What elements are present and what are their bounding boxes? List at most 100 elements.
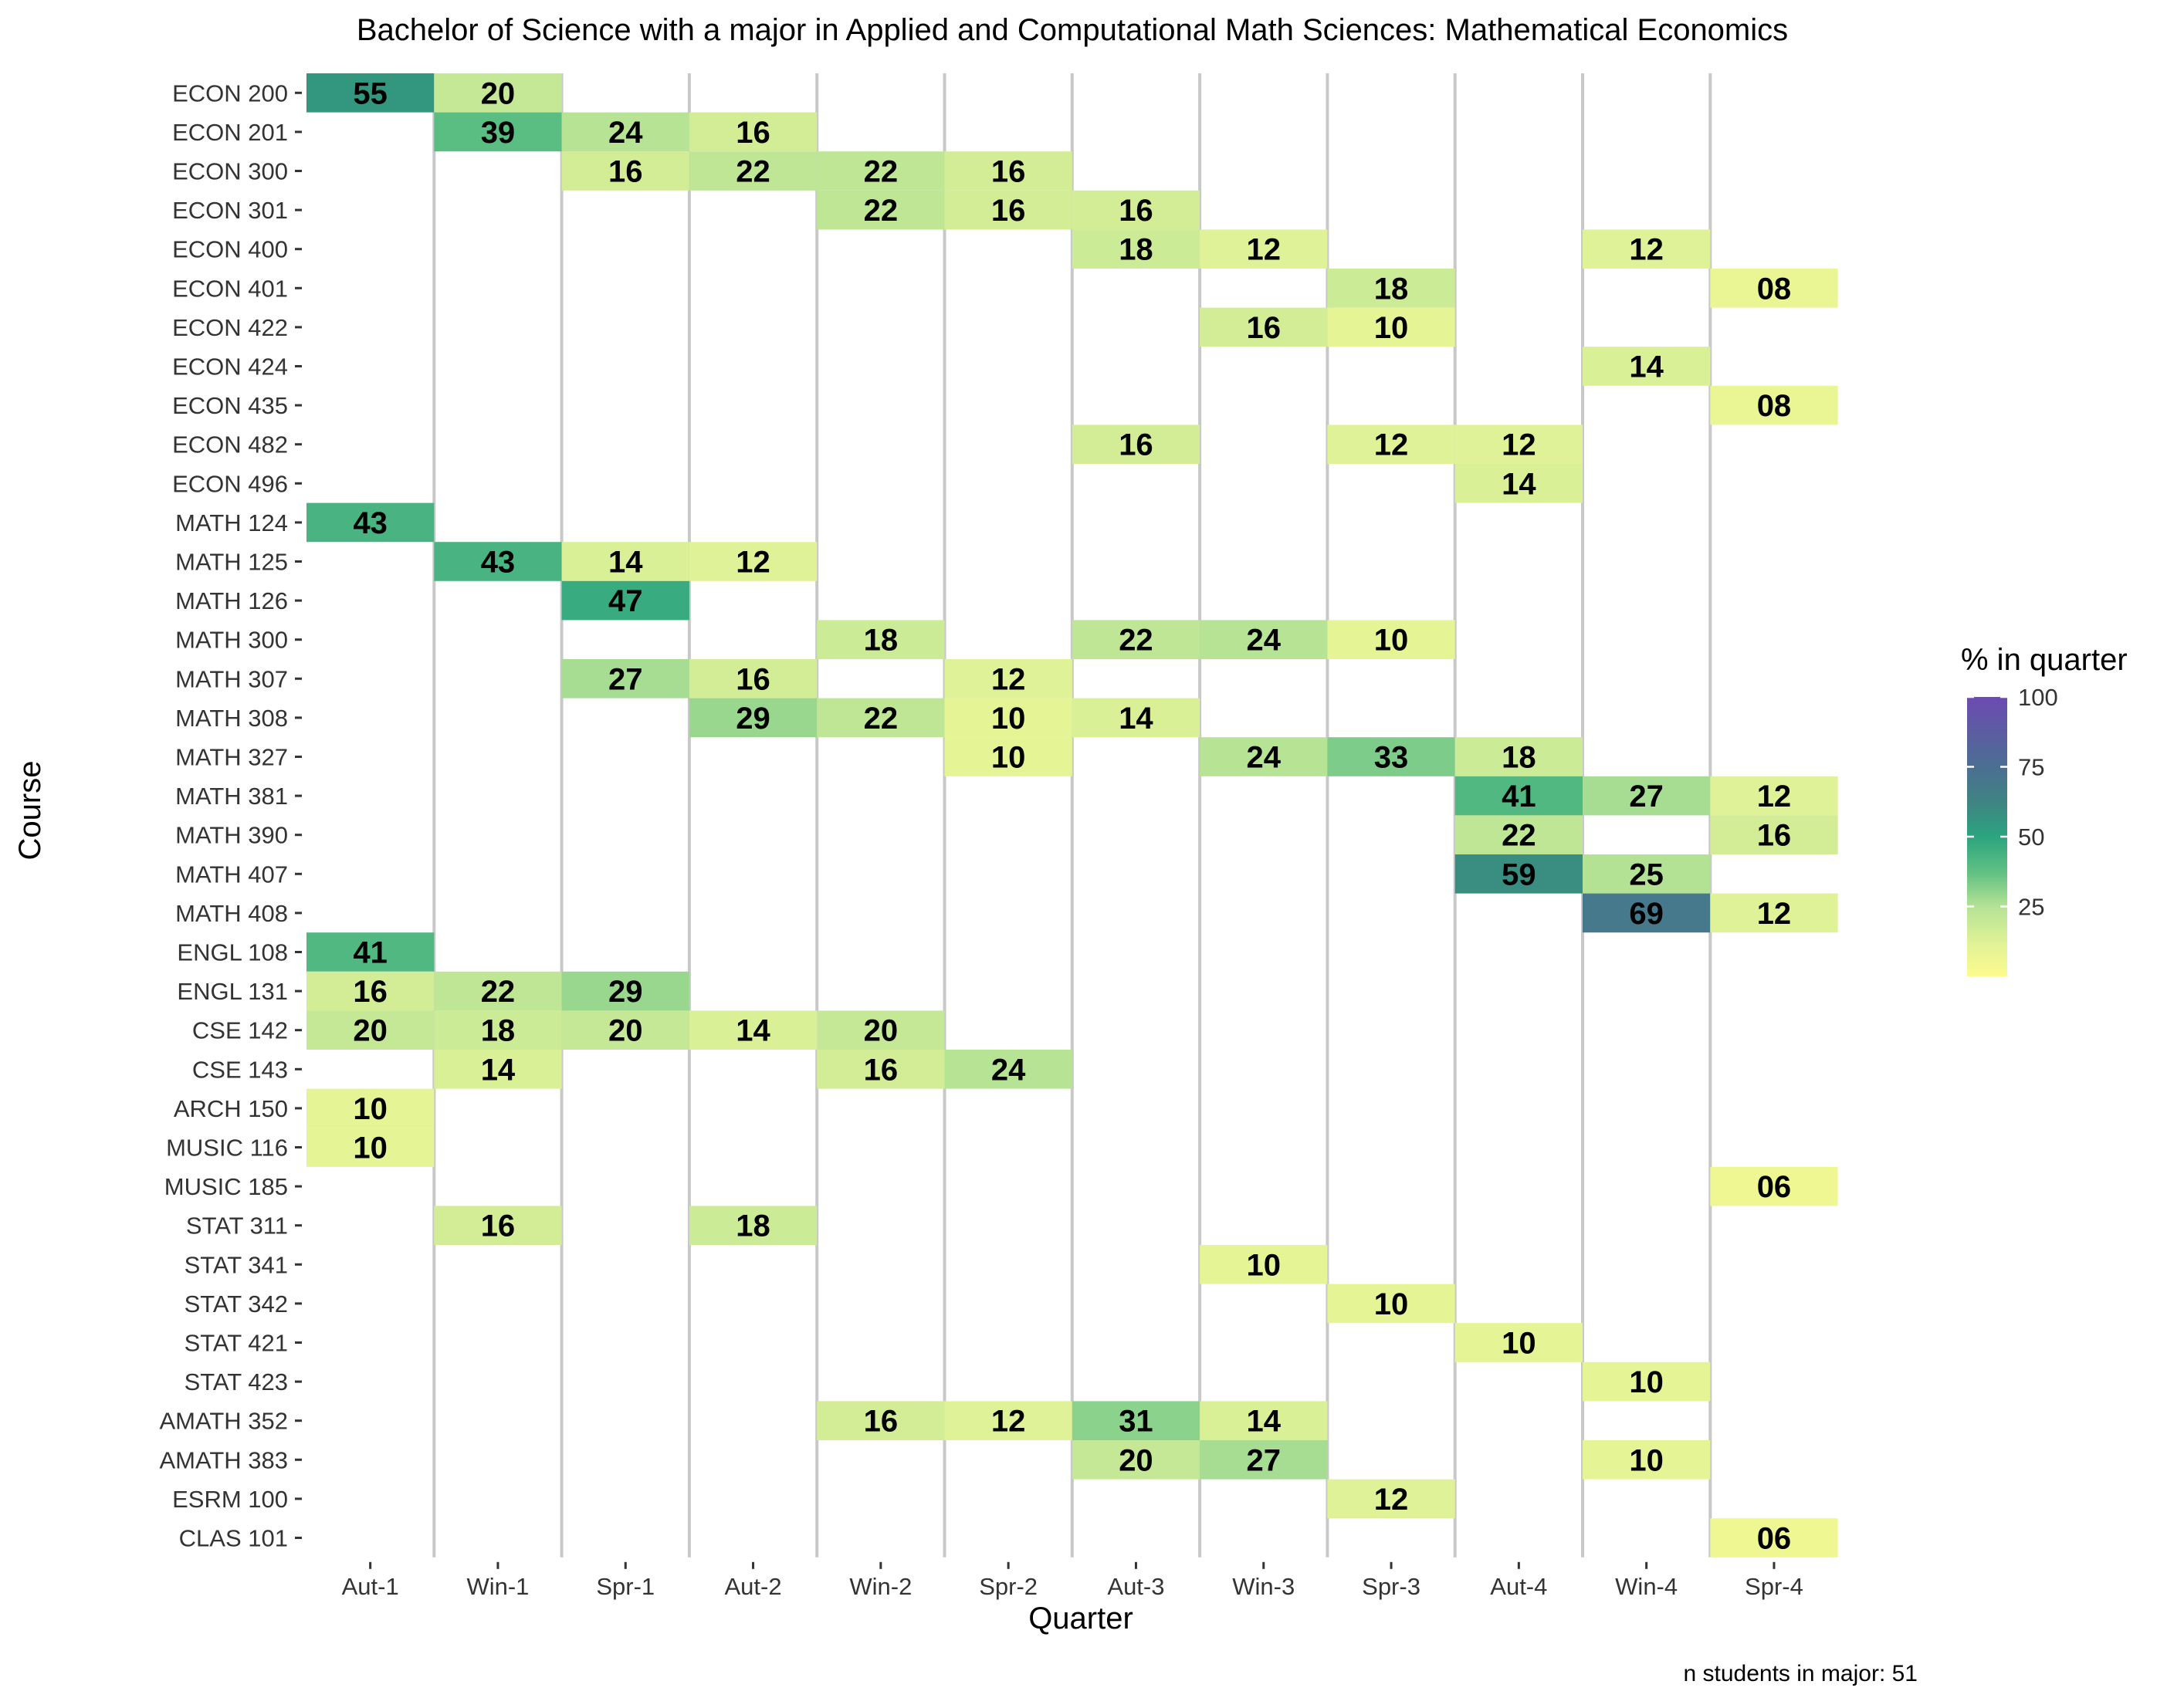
heatmap-cell — [817, 620, 945, 659]
x-tick-label: Aut-1 — [342, 1573, 399, 1600]
x-tick-label: Spr-3 — [1362, 1573, 1420, 1600]
cell-value-label: 10 — [1374, 1287, 1409, 1321]
heatmap-cell — [1327, 737, 1455, 776]
heatmap-cell — [1327, 269, 1455, 308]
x-tick-label: Win-1 — [466, 1573, 529, 1600]
heatmap-cell — [561, 1010, 689, 1050]
heatmap-cell — [1710, 1166, 1838, 1206]
heatmap-cell — [561, 659, 689, 698]
y-tick-label: MATH 308 — [175, 705, 288, 732]
cell-value-label: 10 — [1629, 1443, 1664, 1477]
cell-value-label: 18 — [1374, 272, 1409, 306]
cell-value-label: 10 — [1374, 311, 1409, 345]
heatmap-cell — [306, 1010, 435, 1050]
y-tick-label: ECON 200 — [172, 79, 288, 107]
cell-value-label: 24 — [1247, 741, 1282, 775]
y-tick-label: ECON 300 — [172, 158, 288, 185]
heatmap-cells — [306, 73, 1838, 1558]
heatmap-cell — [689, 112, 818, 152]
x-tick-label: Aut-4 — [1490, 1573, 1547, 1600]
heatmap-cell — [1710, 815, 1838, 854]
heatmap-cell — [434, 1206, 562, 1245]
color-legend: % in quarter 25 50 75 100 — [1961, 643, 2128, 976]
heatmap-cell — [1327, 620, 1455, 659]
heatmap-cell — [306, 932, 435, 972]
cell-value-label: 22 — [864, 194, 899, 228]
y-tick-label: MATH 408 — [175, 900, 288, 927]
y-tick-label: MUSIC 185 — [164, 1173, 288, 1200]
x-tick-label: Spr-2 — [979, 1573, 1038, 1600]
heatmap-cell — [1710, 893, 1838, 933]
heatmap-cell — [561, 542, 689, 581]
heatmap-cell — [306, 971, 435, 1011]
heatmap-cell — [1072, 1401, 1200, 1440]
cell-value-label: 18 — [1119, 233, 1153, 267]
heatmap-cell — [1583, 1440, 1711, 1480]
cell-value-label: 12 — [991, 662, 1026, 696]
cell-value-label: 33 — [1374, 741, 1409, 775]
heatmap-cell — [1327, 1479, 1455, 1519]
y-tick-label: ENGL 108 — [177, 939, 288, 966]
y-tick-label: STAT 342 — [185, 1290, 288, 1317]
heatmap-cell — [1327, 1284, 1455, 1324]
heatmap-cell — [1200, 737, 1328, 776]
heatmap-cell — [1583, 776, 1711, 816]
legend-tick-label: 75 — [2018, 754, 2044, 781]
cell-value-label: 16 — [736, 116, 770, 150]
heatmap-cell — [1583, 854, 1711, 894]
cell-value-label: 18 — [481, 1014, 516, 1048]
heatmap-cell — [944, 1401, 1072, 1440]
heatmap-cell — [944, 737, 1072, 776]
x-tick-label: Win-3 — [1232, 1573, 1295, 1600]
heatmap-cell — [1072, 424, 1200, 464]
heatmap-cell — [1710, 269, 1838, 308]
heatmap-cell — [1583, 347, 1711, 386]
cell-value-label: 10 — [353, 1092, 388, 1126]
heatmap-cell — [689, 1010, 818, 1050]
cell-value-label: 06 — [1757, 1522, 1792, 1556]
y-axis: ECON 200 ECON 201 ECON 300 ECON 301 ECON 400… — [159, 79, 302, 1552]
heatmap-cell — [689, 659, 818, 698]
heatmap-cell — [817, 1401, 945, 1440]
heatmap-cell — [306, 73, 435, 113]
heatmap-cell — [1200, 307, 1328, 347]
x-axis: Aut-1 Win-1 Spr-1 Aut-2 Win-2 Spr-2 Aut-3 Win-3… — [342, 1561, 1803, 1600]
heatmap-cell — [1200, 229, 1328, 269]
cell-value-label: 16 — [1757, 819, 1792, 853]
cell-value-label: 25 — [1629, 857, 1664, 891]
cell-value-label: 20 — [608, 1014, 643, 1048]
y-tick-label: ESRM 100 — [172, 1486, 288, 1513]
y-tick-label: ECON 301 — [172, 197, 288, 224]
heatmap-cell — [1200, 1440, 1328, 1480]
cell-value-label: 16 — [864, 1405, 899, 1439]
cell-value-label: 31 — [1119, 1405, 1153, 1439]
heatmap-cell — [1710, 1518, 1838, 1558]
heatmap-cell — [434, 1050, 562, 1089]
cell-value-label: 16 — [481, 1209, 516, 1243]
cell-value-label: 27 — [1247, 1443, 1282, 1477]
cell-value-label: 14 — [1119, 702, 1153, 736]
heatmap-cell — [817, 190, 945, 230]
cell-value-label: 14 — [608, 546, 643, 580]
heatmap-cell — [306, 1128, 435, 1167]
cell-value-label: 12 — [1629, 233, 1664, 267]
y-tick-label: ECON 422 — [172, 314, 288, 341]
x-axis-label: Quarter — [1028, 1602, 1133, 1635]
cell-value-label: 10 — [991, 702, 1026, 736]
y-tick-label: CSE 142 — [192, 1017, 288, 1044]
cell-value-label: 10 — [1629, 1365, 1664, 1399]
heatmap-cell — [1072, 1440, 1200, 1480]
legend-title: % in quarter — [1961, 643, 2128, 677]
cell-value-label: 22 — [864, 155, 899, 189]
legend-tick-label: 50 — [2018, 824, 2044, 851]
heatmap-cell — [434, 73, 562, 113]
y-tick-label: STAT 423 — [185, 1368, 288, 1395]
cell-value-label: 12 — [1247, 233, 1282, 267]
y-axis-label: Course — [13, 761, 47, 861]
heatmap-cell — [1072, 620, 1200, 659]
cell-value-label: 08 — [1757, 389, 1792, 423]
heatmap-cell — [689, 151, 818, 191]
cell-value-label: 43 — [481, 546, 516, 580]
y-tick-label: ECON 401 — [172, 275, 288, 302]
